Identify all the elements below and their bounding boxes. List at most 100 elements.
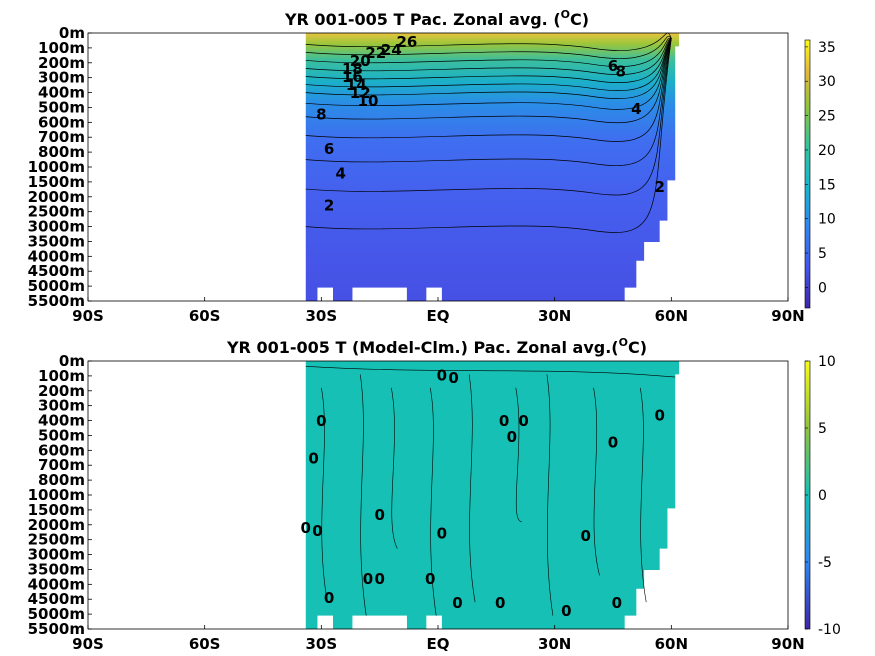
y-tick-label: 300m (38, 69, 85, 87)
panel-2-colorbar-ticks: 10 5 0 -5 -10 (805, 354, 841, 638)
colorbar-tick-label: 0 (818, 280, 827, 296)
contour-label: 0 (316, 412, 326, 430)
y-tick-label: 2000m (28, 188, 85, 206)
contour-label: 0 (437, 366, 447, 384)
colorbar-tick-label: 10 (818, 212, 836, 228)
contour-label: 0 (448, 369, 458, 387)
y-tick-label: 4500m (28, 590, 85, 608)
seafloor-gap (426, 287, 442, 302)
contour-label: 0 (374, 570, 384, 588)
contour-label: 0 (612, 594, 622, 612)
contour-line (305, 366, 676, 378)
colorbar-tick-label: 0 (818, 488, 827, 504)
contour-line (593, 387, 600, 576)
colorbar-tick-label: 15 (818, 177, 836, 193)
contour-label: 10 (358, 92, 379, 110)
y-tick-label: 2000m (28, 516, 85, 534)
y-tick-label: 200m (38, 54, 85, 72)
panel-2-y-axis: 0m100m200m300m400m500m600m700m800m1000m1… (28, 352, 92, 638)
contour-label: 6 (608, 57, 618, 75)
y-tick-label: 5000m (28, 605, 85, 623)
panel-1-temperature-field (305, 33, 680, 302)
contour-line (359, 374, 367, 616)
panel-1-title: YR 001-005 T Pac. Zonal avg. (OC) (284, 8, 589, 29)
panel-1-y-axis: 0m100m200m300m400m500m600m700m800m1000m1… (28, 24, 92, 310)
colorbar-tick-label: 35 (818, 40, 836, 56)
x-tick-label: 60N (655, 635, 688, 653)
colorbar-tick-label: -10 (818, 622, 841, 638)
contour-label: 0 (581, 527, 591, 545)
y-tick-label: 100m (38, 367, 85, 385)
contour-line (305, 38, 672, 233)
panel-2-anomaly-field (305, 361, 680, 630)
contour-label: 0 (363, 570, 373, 588)
contour-label: 4 (336, 164, 346, 182)
seafloor-gap (317, 615, 333, 630)
seafloor-gap (317, 287, 333, 302)
contour-label: 22 (365, 44, 386, 62)
y-tick-label: 2500m (28, 531, 85, 549)
contour-label: 0 (437, 525, 447, 543)
contour-label: 0 (324, 589, 334, 607)
contour-line (391, 387, 398, 549)
contour-line (305, 38, 672, 83)
contour-label: 8 (316, 105, 326, 123)
panel-1-colorbar (804, 39, 811, 309)
contour-label: 0 (425, 570, 435, 588)
panel-2-title: YR 001-005 T (Model-Clm.) Pac. Zonal avg… (226, 336, 647, 357)
seafloor-gap (352, 287, 407, 302)
colorbar-tick-label: 25 (818, 109, 836, 125)
contour-line (305, 38, 672, 91)
contour-label: 0 (499, 412, 509, 430)
panel-2-contours (305, 366, 676, 616)
contour-label: 0 (374, 506, 384, 524)
contour-label: 2 (324, 197, 334, 215)
panel-2: YR 001-005 T (Model-Clm.) Pac. Zonal avg… (28, 336, 841, 653)
contour-label: 20 (350, 52, 371, 70)
x-tick-label: 60N (655, 307, 688, 325)
contour-line (305, 32, 672, 51)
y-tick-label: 1500m (28, 501, 85, 519)
y-tick-label: 400m (38, 84, 85, 102)
y-tick-label: 5500m (28, 292, 85, 310)
ocean-data-region (305, 361, 680, 629)
contour-label: 18 (342, 60, 363, 78)
y-tick-label: 700m (38, 456, 85, 474)
y-tick-label: 5500m (28, 620, 85, 638)
y-tick-label: 100m (38, 39, 85, 57)
colorbar-tick-label: 10 (818, 354, 836, 370)
contour-label: 8 (616, 63, 626, 81)
contour-label: 0 (561, 602, 571, 620)
y-tick-label: 200m (38, 382, 85, 400)
ocean-data-region (305, 33, 680, 301)
colorbar-tick-label: 20 (818, 143, 836, 159)
y-tick-label: 4000m (28, 575, 85, 593)
x-tick-label: 30S (305, 307, 337, 325)
y-tick-label: 0m (59, 24, 85, 42)
y-tick-label: 4500m (28, 262, 85, 280)
contour-label: 24 (381, 41, 402, 59)
x-tick-label: 90N (771, 635, 804, 653)
panel-1: YR 001-005 T Pac. Zonal avg. (OC) 0m100m… (28, 8, 836, 325)
y-tick-label: 600m (38, 113, 85, 131)
y-tick-label: 1000m (28, 158, 85, 176)
contour-line (305, 38, 672, 124)
contour-label: 0 (301, 519, 311, 537)
y-tick-label: 600m (38, 441, 85, 459)
contour-label: 16 (342, 68, 363, 86)
contour-label: 0 (654, 407, 664, 425)
contour-line (305, 38, 672, 110)
y-tick-label: 800m (38, 143, 85, 161)
contour-line (305, 37, 672, 67)
x-tick-label: 90S (72, 635, 104, 653)
contour-line (321, 387, 328, 603)
contour-label: 26 (396, 33, 417, 51)
contour-label: 4 (631, 100, 641, 118)
contour-line (305, 38, 672, 196)
x-tick-label: 30N (538, 635, 571, 653)
y-tick-label: 700m (38, 128, 85, 146)
y-tick-label: 400m (38, 412, 85, 430)
seafloor-gap (352, 618, 407, 630)
